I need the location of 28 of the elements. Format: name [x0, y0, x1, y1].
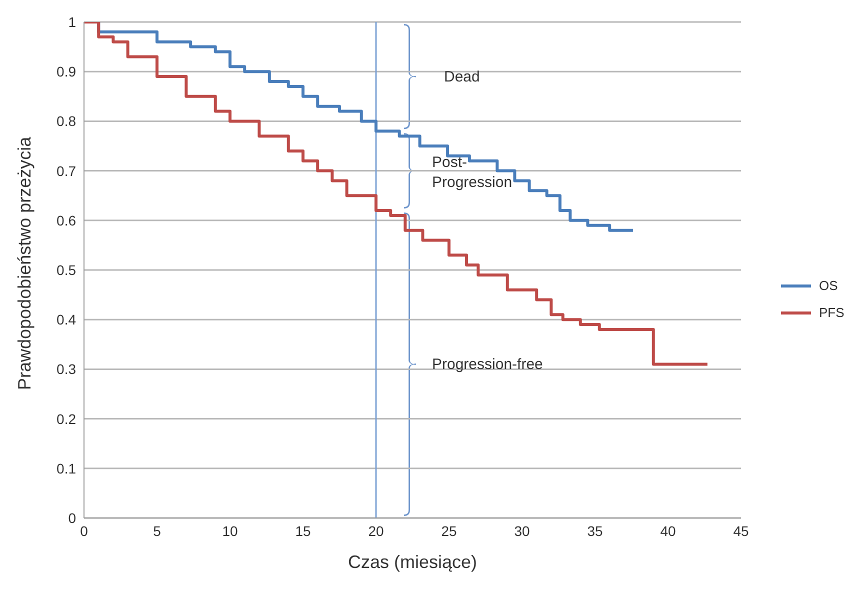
x-tick-label: 0 [80, 522, 88, 539]
legend-label: OS [819, 278, 838, 293]
x-tick-label: 5 [153, 522, 162, 539]
x-tick-label: 25 [441, 522, 457, 539]
y-tick-label: 0.2 [56, 410, 76, 427]
y-tick-label: 0.8 [56, 113, 76, 130]
x-tick-label: 15 [295, 522, 311, 539]
x-tick-label: 45 [733, 522, 749, 539]
y-tick-label: 0.7 [56, 162, 76, 179]
y-tick-label: 0 [68, 510, 76, 526]
y-tick-label: 0.1 [56, 460, 76, 476]
y-axis-title: Prawdopodobieństwo przeżycia [14, 136, 34, 390]
y-tick-label: 0.9 [56, 64, 76, 80]
legend-label: PFS [819, 305, 844, 320]
x-tick-label: 35 [587, 522, 603, 539]
y-tick-label: 1 [68, 14, 76, 30]
annotation: Post-Progression [432, 154, 512, 191]
x-tick-label: 40 [660, 522, 676, 539]
annotation: Progression-free [432, 356, 543, 374]
x-tick-label: 20 [368, 522, 384, 539]
y-tick-label: 0.5 [56, 262, 76, 278]
x-tick-label: 30 [514, 522, 530, 539]
y-tick-label: 0.6 [56, 212, 76, 228]
annotation: Dead [444, 68, 480, 86]
x-axis-title: Czas (miesiące) [348, 552, 478, 572]
y-tick-label: 0.3 [56, 361, 76, 378]
y-tick-label: 0.4 [56, 312, 76, 328]
x-tick-label: 10 [222, 522, 238, 539]
